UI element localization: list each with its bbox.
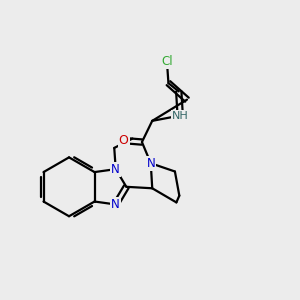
Text: N: N (111, 163, 120, 176)
Text: NH: NH (172, 110, 189, 121)
Text: N: N (111, 198, 120, 211)
Text: N: N (146, 157, 155, 170)
Text: O: O (119, 134, 129, 147)
Text: Cl: Cl (161, 56, 173, 68)
